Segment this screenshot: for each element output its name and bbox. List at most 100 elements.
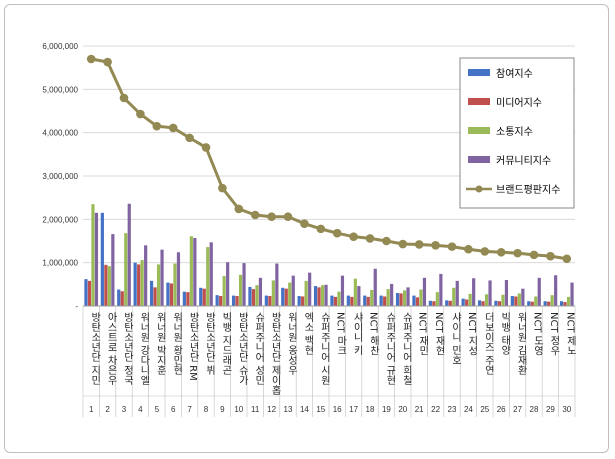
- legend-label: 브랜드평판지수: [496, 184, 560, 196]
- rank-label: 20: [398, 405, 407, 414]
- bar: [251, 289, 256, 306]
- bar: [373, 268, 377, 306]
- bar: [281, 287, 285, 306]
- bar: [153, 287, 157, 306]
- bar: [137, 264, 141, 306]
- bar: [435, 292, 439, 306]
- bar: [428, 300, 432, 306]
- category-label: 방탄소년단 슈가: [236, 312, 248, 386]
- category-label: NCT 해찬: [368, 312, 380, 356]
- bar: [202, 288, 206, 306]
- bar: [445, 300, 449, 306]
- bar: [566, 296, 571, 306]
- category-label: 슈퍼주니어 규현: [384, 312, 396, 385]
- legend-swatch: [468, 127, 490, 134]
- line-point: [529, 250, 539, 260]
- bars: [84, 203, 574, 306]
- legend-label: 참여지수: [496, 68, 533, 80]
- bar: [543, 301, 547, 306]
- bar: [209, 242, 213, 306]
- category-label: 샤이니 민호: [450, 312, 462, 365]
- legend-swatch: [468, 156, 490, 163]
- rank-label: 12: [267, 405, 276, 414]
- category-label: 워너원 김재환: [515, 311, 527, 375]
- category-label: 방탄소년단 RM: [187, 312, 199, 381]
- line-point: [234, 204, 244, 214]
- category-label: 방탄소년단 제이홉: [269, 312, 281, 395]
- bar: [235, 296, 239, 306]
- category-label: 슈퍼주니어 희철: [400, 312, 412, 385]
- bar: [494, 300, 498, 306]
- bar: [570, 282, 574, 306]
- bar: [346, 295, 350, 306]
- bar: [527, 301, 531, 306]
- line-point: [136, 109, 145, 119]
- bar: [120, 291, 124, 306]
- category-label: 슈퍼주니어 성민: [253, 312, 265, 385]
- bar: [308, 272, 312, 306]
- line-point: [86, 54, 96, 64]
- category-label: 엑소 백현: [302, 312, 314, 355]
- bar: [291, 275, 295, 306]
- y-tick-label: 2,000,000: [42, 215, 78, 224]
- line-point: [513, 248, 522, 258]
- y-tick-label: 6,000,000: [42, 42, 78, 51]
- bar: [477, 300, 482, 306]
- bar: [258, 277, 263, 306]
- bar: [317, 287, 321, 306]
- legend-label: 소통지수: [496, 126, 533, 138]
- bar: [160, 249, 164, 306]
- bar: [550, 295, 554, 306]
- rank-label: 19: [382, 405, 391, 414]
- category-label: 샤이니 키: [351, 312, 363, 356]
- category-label: NCT 마크: [335, 312, 347, 356]
- rank-label: 22: [431, 405, 440, 414]
- bar: [563, 302, 567, 306]
- bar: [169, 283, 174, 306]
- bar: [149, 280, 154, 306]
- bar: [497, 301, 502, 306]
- bar: [559, 301, 564, 306]
- bar: [87, 280, 92, 306]
- rank-label: 24: [464, 405, 473, 414]
- bar: [199, 287, 203, 306]
- bar: [100, 212, 104, 306]
- bar: [402, 290, 407, 306]
- bar: [504, 280, 509, 306]
- bar: [481, 301, 485, 306]
- bar: [330, 295, 334, 306]
- line-point: [267, 212, 276, 222]
- line-point: [168, 123, 178, 133]
- bar: [461, 298, 465, 306]
- category-label: NCT 제노: [564, 312, 576, 356]
- rank-label: 27: [513, 405, 522, 414]
- category-label: 워너원 황민현: [171, 311, 183, 375]
- category-label: NCT 도영: [532, 312, 544, 356]
- bar: [182, 291, 186, 306]
- bar: [219, 296, 223, 306]
- bar: [140, 260, 144, 306]
- bar: [320, 285, 325, 306]
- bar: [340, 275, 345, 306]
- bar: [124, 233, 128, 306]
- bar: [127, 203, 131, 306]
- line-point: [398, 239, 408, 249]
- rank-label: 7: [187, 405, 192, 414]
- line-point: [201, 143, 211, 152]
- bar: [248, 286, 252, 306]
- bar: [370, 289, 374, 306]
- line-point: [464, 244, 473, 254]
- line-point: [316, 224, 326, 234]
- bar: [419, 289, 423, 306]
- bar: [554, 275, 558, 306]
- line-point: [250, 210, 260, 220]
- rank-label: 6: [171, 405, 176, 414]
- category-label: 빅뱅 지드래곤: [220, 312, 232, 375]
- bar: [215, 295, 219, 306]
- bar: [350, 296, 354, 306]
- category-label: 워너원 강다니엘: [138, 311, 150, 385]
- rank-label: 26: [497, 405, 506, 414]
- bar: [415, 297, 420, 306]
